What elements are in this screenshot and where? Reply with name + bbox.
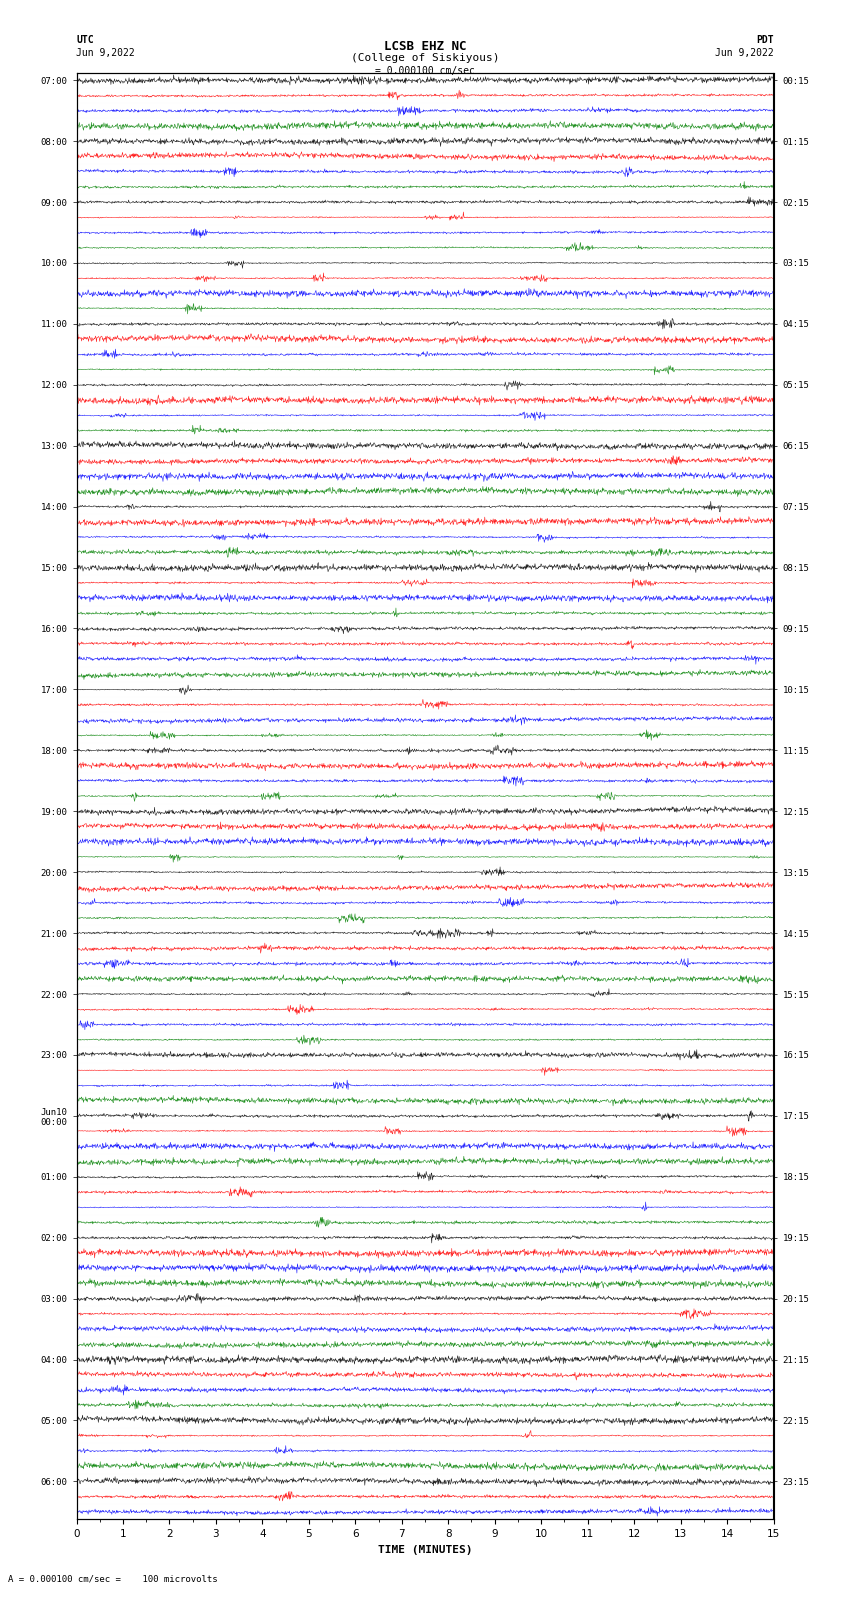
Text: Jun 9,2022: Jun 9,2022 — [76, 48, 135, 58]
Text: PDT: PDT — [756, 35, 774, 45]
Text: (College of Siskiyous): (College of Siskiyous) — [351, 53, 499, 63]
Text: A = 0.000100 cm/sec =    100 microvolts: A = 0.000100 cm/sec = 100 microvolts — [8, 1574, 218, 1584]
Text: UTC: UTC — [76, 35, 94, 45]
Text: LCSB EHZ NC: LCSB EHZ NC — [383, 40, 467, 53]
X-axis label: TIME (MINUTES): TIME (MINUTES) — [377, 1545, 473, 1555]
Text: Jun 9,2022: Jun 9,2022 — [715, 48, 774, 58]
Text: = 0.000100 cm/sec: = 0.000100 cm/sec — [375, 66, 475, 76]
